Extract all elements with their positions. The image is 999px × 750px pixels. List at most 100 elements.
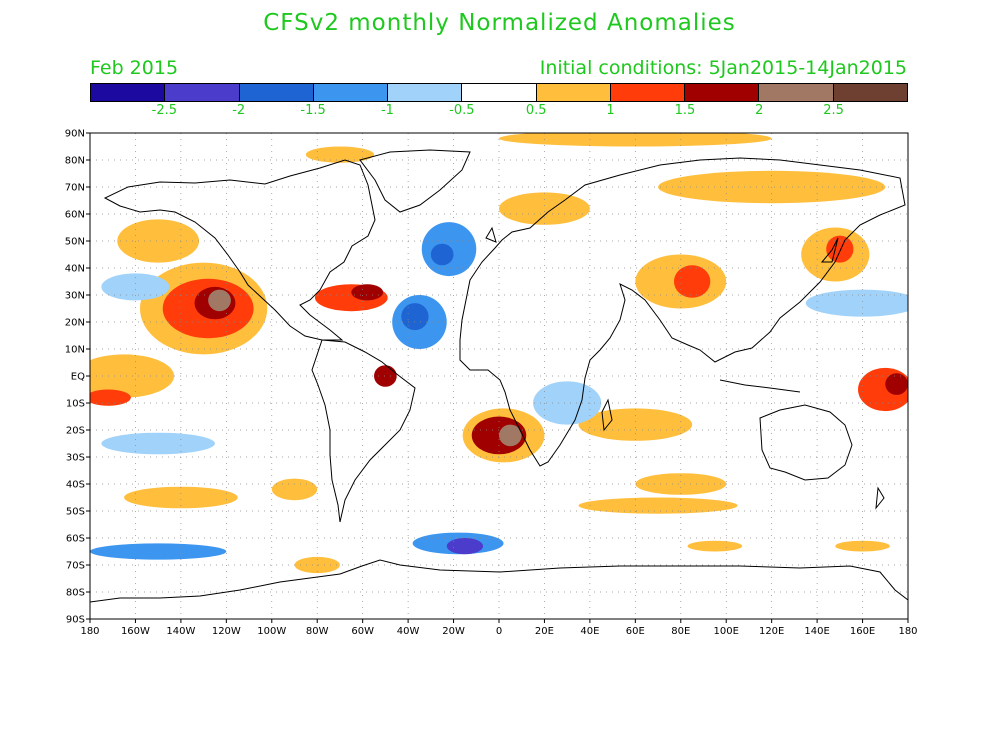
anomaly-region [687,540,743,552]
anomaly-region [90,389,131,406]
longitude-tick-label: 80W [306,626,329,637]
longitude-tick-label: 100E [714,626,739,637]
longitude-tick-label: 40W [397,626,420,637]
anomaly-region [499,192,590,225]
anomaly-region [805,289,908,317]
longitude-tick-label: 100W [257,626,286,637]
colorbar [90,83,908,102]
north-america-coast [103,159,376,341]
latitude-tick-label: 30S [66,453,85,464]
anomaly-region [305,146,375,163]
longitude-tick-label: 160E [850,626,875,637]
anomaly-region [90,543,227,560]
anomaly-shading [90,133,908,574]
latitude-tick-label: 40N [65,264,85,275]
latitude-tick-label: 50N [65,237,85,248]
australia-coast [759,404,853,481]
anomaly-region [885,373,908,395]
anomaly-region [117,219,200,263]
latitude-tick-label: 60S [66,534,85,545]
colorbar-tick-label: 0.5 [525,103,547,118]
anomaly-region [430,243,454,266]
anomaly-region [673,265,711,298]
anomaly-region [533,381,602,425]
colorbar-tick-label: -0.5 [449,103,475,118]
latitude-tick-label: 10S [66,399,85,410]
colorbar-tick-label: 1 [606,103,615,118]
latitude-tick-label: 50S [66,507,85,518]
colorbar-swatch [833,84,907,101]
map-title: CFSv2 monthly Normalized Anomalies [263,10,736,36]
longitude-tick-label: 20E [535,626,554,637]
longitude-tick-label: 0 [496,626,502,637]
colorbar-tick-label: 2 [755,103,764,118]
latitude-tick-label: 40S [66,480,85,491]
colorbar-swatch [165,84,240,101]
anomaly-region [499,424,522,447]
anomaly-region [124,486,238,509]
latitude-tick-label: 20S [66,426,85,437]
anomaly-region [578,408,693,441]
colorbar-swatch [536,84,611,101]
indonesia-coast [719,379,801,393]
new-zealand-coast [875,486,885,510]
latitude-tick-label: 70N [65,183,85,194]
longitude-tick-label: 140W [166,626,195,637]
longitude-tick-label: 140E [804,626,829,637]
colorbar-swatch [239,84,314,101]
longitude-tick-label: 60E [626,626,645,637]
madagascar-coast [601,398,613,432]
colorbar-swatch [462,84,537,101]
valid-month-label: Feb 2015 [90,57,179,79]
colorbar-tick-label: -2.5 [151,103,178,118]
latitude-tick-label: 30N [65,291,85,302]
anomaly-region [446,538,484,555]
longitude-tick-label: 180 [898,626,917,637]
antarctica-coast [90,559,908,603]
anomaly-region [351,284,384,301]
longitude-tick-label: 60W [351,626,374,637]
latitude-tick-label: 80N [65,156,85,167]
colorbar-tick-label: 1.5 [674,103,696,118]
latitude-tick-label: EQ [71,372,85,383]
colorbar-tick-label: -1 [380,103,394,118]
anomaly-region [271,478,318,501]
colorbar-swatch [388,84,463,101]
colorbar-swatch [610,84,686,101]
latitude-tick-label: 70S [66,561,85,572]
latitude-labels: 90N 80N 70N 60N 50N 40N 30N 20N 10N EQ 10S 20S 30S 40… [65,129,90,626]
longitude-labels: 180 160W 140W 120W 100W 80W 60W 40W 20W 0 20E 40E 60… [80,619,918,637]
colorbar-tick-label: -2 [232,103,246,118]
anomaly-region [835,540,890,552]
latitude-tick-label: 60N [65,210,85,221]
anomaly-region [208,289,231,312]
greenland-coast [359,149,471,213]
uk-coast [485,226,497,243]
latitude-tick-label: 80S [66,588,85,599]
colorbar-swatch [685,84,760,101]
latitude-tick-label: 90S [66,615,85,626]
longitude-tick-label: 180 [80,626,99,637]
colorbar-tick-label: 2.5 [823,103,844,118]
longitude-tick-label: 20W [442,626,465,637]
graticule [90,133,908,619]
anomaly-region [401,303,429,331]
longitude-tick-label: 80E [671,626,690,637]
longitude-tick-label: 160W [121,626,150,637]
initial-conditions-label: Initial conditions: 5Jan2015-14Jan2015 [539,57,907,79]
colorbar-swatch [313,84,389,101]
colorbar-swatch [91,84,166,101]
anomaly-region [635,473,727,495]
anomaly-region [101,273,170,301]
south-america-coast [311,339,416,523]
longitude-tick-label: 120E [759,626,784,637]
latitude-tick-label: 10N [65,345,85,356]
colorbar-tick-label: -1.5 [300,103,326,118]
latitude-tick-label: 90N [65,129,85,140]
coastlines [90,149,908,603]
anomaly-region [374,365,397,387]
longitude-tick-label: 40E [580,626,599,637]
colorbar-swatch [759,84,834,101]
latitude-tick-label: 20N [65,318,85,329]
